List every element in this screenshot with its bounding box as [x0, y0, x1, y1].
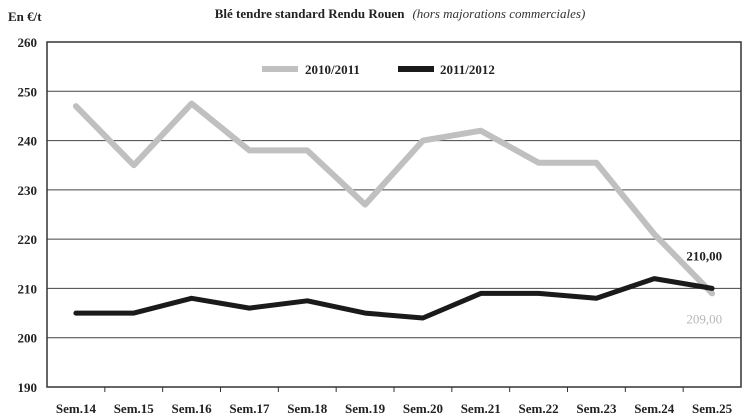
x-tick-label: Sem.17: [229, 401, 270, 416]
x-tick-label: Sem.16: [172, 401, 213, 416]
x-tick-label: Sem.22: [519, 401, 559, 416]
data-point: [478, 291, 483, 296]
data-point: [594, 296, 599, 301]
data-point: [363, 311, 368, 316]
data-point: [420, 316, 425, 320]
x-tick-label: Sem.24: [634, 401, 675, 416]
y-tick-label: 200: [18, 331, 38, 346]
legend-label-2010-2011: 2010/2011: [305, 62, 360, 77]
chart-title: Blé tendre standard Rendu Rouen (hors ma…: [215, 5, 586, 22]
y-axis-label: En €/t: [8, 9, 42, 24]
data-point: [189, 101, 194, 106]
x-tick-label: Sem.23: [576, 401, 617, 416]
data-point: [363, 202, 368, 207]
data-point: [420, 138, 425, 143]
data-point: [131, 311, 136, 316]
end-label-2010-2011: 209,00: [686, 311, 722, 326]
gridlines: [47, 90, 741, 339]
chart-subtitle: (hors majorations commerciales): [412, 6, 585, 21]
data-point: [594, 160, 599, 165]
data-point: [536, 291, 541, 296]
data-point: [652, 232, 657, 237]
x-tick-label: Sem.14: [56, 401, 97, 416]
series-2010-2011: [72, 100, 716, 297]
legend: 2010/2011 2011/2012: [262, 62, 495, 77]
data-point: [710, 291, 715, 296]
data-point: [189, 296, 194, 301]
y-tick-label: 190: [18, 380, 38, 395]
x-tick-label: Sem.25: [692, 401, 733, 416]
end-label-2011-2012: 210,00: [686, 248, 722, 263]
y-tick-label: 230: [18, 183, 38, 198]
data-point: [247, 306, 252, 311]
data-point: [73, 104, 78, 109]
series-line: [72, 100, 716, 297]
chart-title-main: Blé tendre standard Rendu Rouen: [215, 6, 406, 21]
data-point: [536, 160, 541, 165]
data-point: [131, 163, 136, 168]
series-2011-2012: [73, 276, 715, 321]
x-tick-label: Sem.21: [461, 401, 501, 416]
legend-label-2011-2012: 2011/2012: [440, 62, 495, 77]
data-point: [247, 148, 252, 153]
x-tick-label: Sem.15: [114, 401, 155, 416]
series-lines: [72, 100, 716, 321]
y-tick-label: 220: [18, 232, 38, 247]
data-point: [710, 286, 715, 291]
x-tick-label: Sem.20: [403, 401, 443, 416]
x-tick-label: Sem.19: [345, 401, 386, 416]
series-line: [73, 276, 715, 321]
y-tick-label: 250: [18, 84, 38, 99]
y-tick-label: 210: [18, 281, 38, 296]
x-axis: Sem.14 Sem.15 Sem.16 Sem.17 Sem.18 Sem.19 Sem.…: [56, 387, 733, 416]
data-point: [305, 298, 310, 303]
y-axis: 190 200 210 220 230 240 250 260: [18, 35, 38, 395]
data-point: [305, 148, 310, 153]
y-tick-label: 260: [18, 35, 38, 50]
y-tick-label: 240: [18, 134, 38, 149]
data-point: [478, 128, 483, 133]
x-tick-label: Sem.18: [287, 401, 328, 416]
data-point: [73, 311, 78, 316]
end-labels: 210,00 209,00: [686, 248, 722, 326]
data-point: [652, 276, 657, 281]
